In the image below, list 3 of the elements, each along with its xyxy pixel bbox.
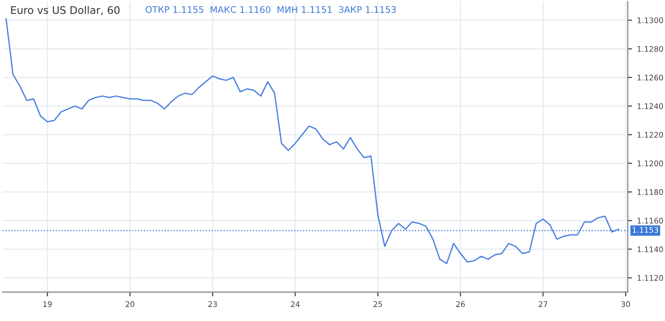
chart-title: Euro vs US Dollar, 60 — [11, 6, 120, 16]
chart-subtitle: ОТКР 1.1155 МАКС 1.1160 МИН 1.1151 ЗАКР 1.1153 — [146, 6, 396, 13]
line-series — [5, 18, 620, 264]
